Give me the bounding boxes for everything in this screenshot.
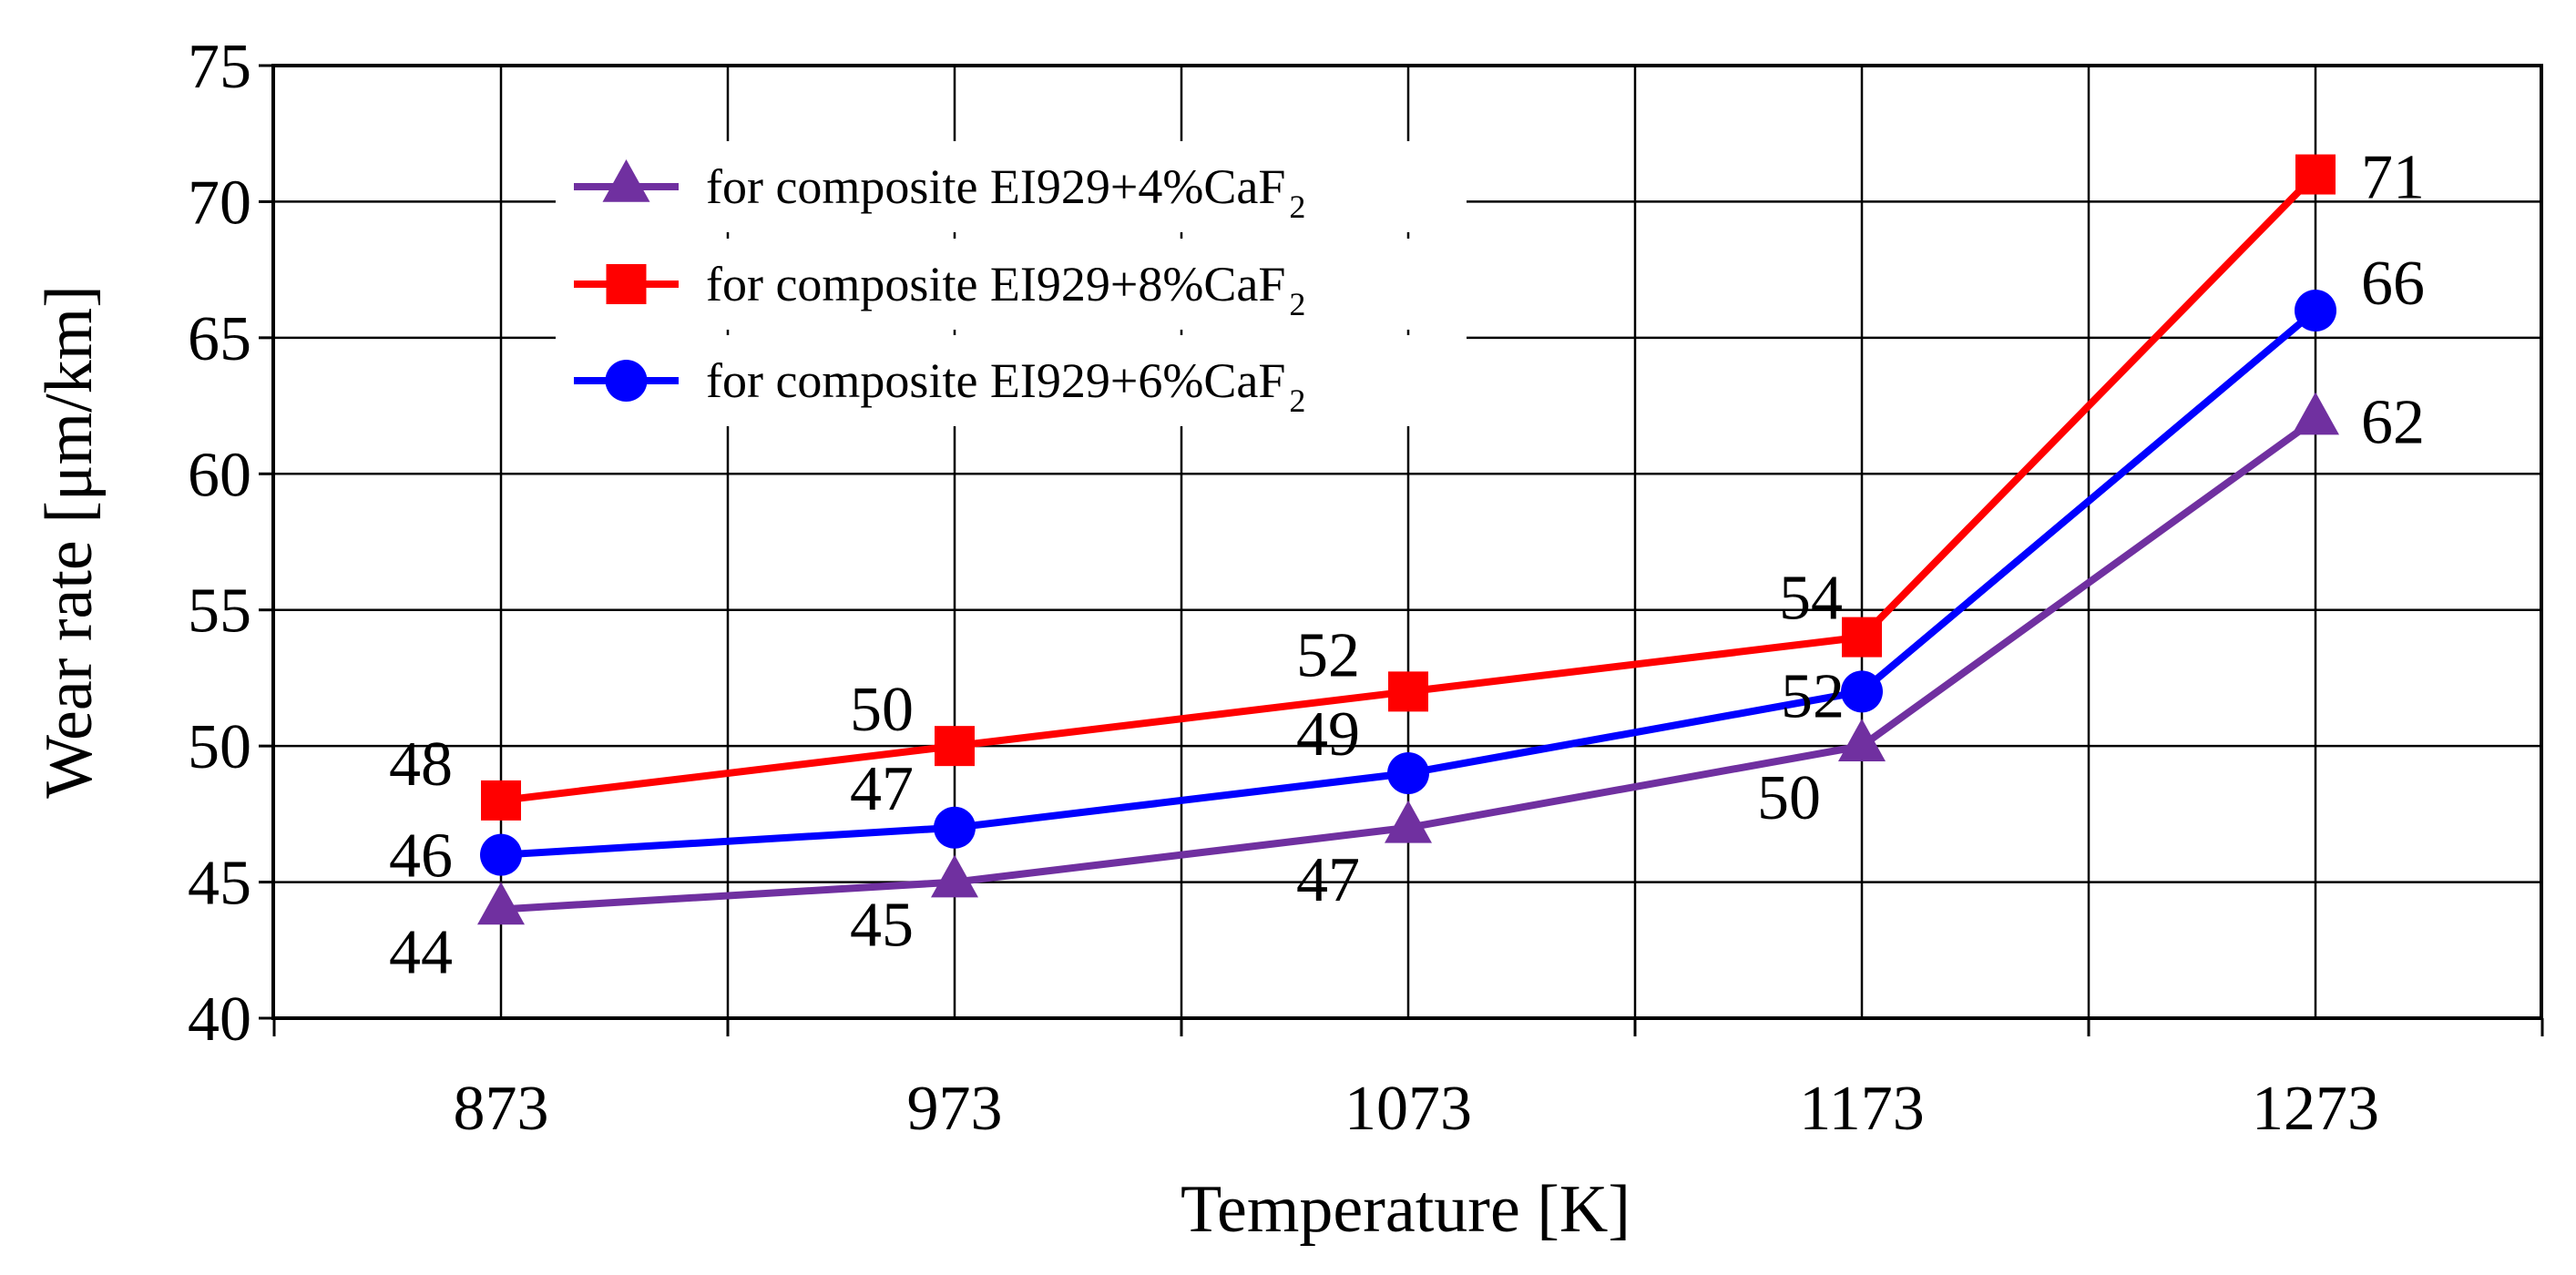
data-label: 49 — [1296, 699, 1360, 770]
data-point — [931, 854, 978, 898]
legend-label: for composite EI929+6%CaF 2 — [706, 353, 1305, 419]
legend-bg — [556, 239, 1467, 330]
data-point — [2292, 392, 2339, 435]
data-label: 54 — [1779, 564, 1843, 634]
legend-bg — [556, 335, 1467, 426]
x-tick-label: 973 — [907, 1074, 1003, 1144]
data-label: 50 — [1757, 763, 1821, 833]
legend-label-subscript: 2 — [1289, 382, 1305, 419]
y-tick-label: 75 — [188, 32, 251, 102]
data-label: 44 — [389, 917, 453, 987]
legend-marker — [605, 360, 648, 402]
data-label: 46 — [389, 821, 453, 892]
series-square — [481, 154, 2336, 821]
legend-marker — [606, 264, 647, 304]
legend-label-main: for composite EI929+4%CaF — [706, 159, 1285, 214]
data-point — [1385, 800, 1432, 843]
plot-frame — [271, 64, 2543, 1020]
series-circle — [480, 289, 2336, 876]
data-point — [935, 726, 975, 767]
data-point — [1842, 617, 1882, 658]
data-label: 47 — [850, 754, 914, 824]
x-tick-label: 1273 — [2252, 1074, 2379, 1144]
data-labels: 44 45 47 50 62 48 50 52 54 71 46 47 49 52 66 — [389, 143, 2425, 988]
data-label: 71 — [2361, 143, 2425, 213]
y-axis-title: Wear rate [μm/km] — [32, 285, 107, 799]
data-point — [480, 833, 522, 876]
x-tick-label: 1073 — [1344, 1074, 1472, 1144]
data-point — [481, 780, 521, 821]
data-point — [934, 806, 976, 849]
y-tick-label: 65 — [188, 304, 251, 374]
y-tick-label: 60 — [188, 440, 251, 510]
data-label: 48 — [389, 729, 453, 800]
data-label: 66 — [2361, 249, 2425, 319]
legend-label-subscript: 2 — [1289, 286, 1305, 322]
data-point — [1388, 671, 1428, 712]
series-triangle — [477, 392, 2339, 925]
data-label: 47 — [1296, 845, 1360, 915]
legend-bg — [556, 141, 1467, 232]
series-group — [477, 154, 2339, 925]
data-label: 62 — [2361, 388, 2425, 458]
legend-item: for composite EI929+4%CaF 2 — [556, 141, 1467, 232]
axes: 40 45 50 55 60 65 70 75 873 973 1073 1173 1273 — [188, 32, 2544, 1144]
legend-item: for composite EI929+8%CaF 2 — [556, 239, 1467, 330]
x-axis-title: Temperature [K] — [1181, 1172, 1630, 1247]
data-point — [1387, 752, 1429, 795]
data-point — [477, 882, 525, 925]
data-label: 45 — [850, 891, 914, 961]
data-point — [1838, 719, 1886, 761]
legend-marker — [602, 159, 650, 202]
y-tick-label: 45 — [188, 849, 251, 919]
data-point — [2295, 289, 2336, 332]
legend-label: for composite EI929+8%CaF 2 — [706, 257, 1305, 322]
legend-item: for composite EI929+6%CaF 2 — [556, 335, 1467, 426]
x-tick-label: 1173 — [1799, 1074, 1924, 1144]
y-tick-label: 50 — [188, 712, 251, 782]
data-point — [2295, 154, 2336, 195]
data-point — [1841, 670, 1883, 713]
legend-label-main: for composite EI929+8%CaF — [706, 257, 1285, 311]
y-tick-label: 40 — [188, 984, 251, 1055]
data-label: 52 — [1781, 661, 1845, 731]
legend-label-main: for composite EI929+6%CaF — [706, 353, 1285, 408]
legend-label: for composite EI929+4%CaF 2 — [706, 159, 1305, 225]
data-label: 52 — [1296, 620, 1360, 690]
y-tick-label: 70 — [188, 168, 251, 238]
x-tick-label: 873 — [454, 1074, 549, 1144]
y-tick-label: 55 — [188, 576, 251, 647]
legend-label-subscript: 2 — [1289, 189, 1305, 225]
data-label: 50 — [850, 675, 914, 745]
